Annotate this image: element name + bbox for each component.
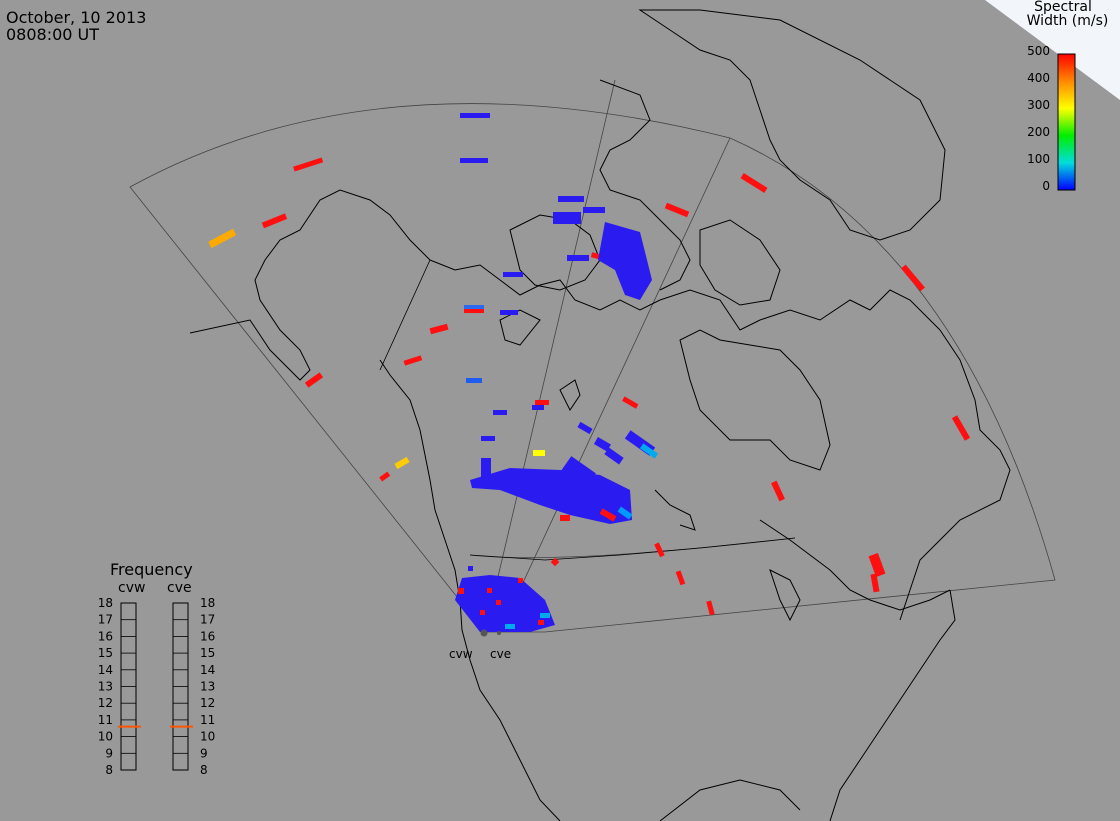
frequency-tick-label: 15 bbox=[98, 646, 113, 660]
map-corner bbox=[985, 0, 1120, 100]
frequency-tick-label: 9 bbox=[105, 746, 113, 760]
frequency-tick-label: 16 bbox=[98, 629, 113, 643]
frequency-tick-label: 11 bbox=[200, 713, 215, 727]
frequency-tick-label: 14 bbox=[200, 663, 215, 677]
frequency-tick-label: 17 bbox=[200, 613, 215, 627]
frequency-tick-label: 15 bbox=[200, 646, 215, 660]
radar-cells bbox=[208, 113, 971, 632]
frequency-tick-label: 16 bbox=[200, 629, 215, 643]
frequency-tick-label: 8 bbox=[105, 763, 113, 777]
colorbar-tick-label: 200 bbox=[1027, 125, 1050, 139]
time-label: 0808:00 UT bbox=[6, 25, 100, 44]
colorbar-tick-label: 300 bbox=[1027, 98, 1050, 112]
frequency-panel: Frequency cvw cve 18 18 17 17 16 16 15 15 14 14 13… bbox=[98, 560, 216, 777]
date-label: October, 10 2013 bbox=[6, 8, 147, 27]
colorbar-tick-label: 0 bbox=[1042, 179, 1050, 193]
frequency-tick-label: 10 bbox=[98, 730, 113, 744]
colorbar-title-line2: Width (m/s) bbox=[1026, 13, 1109, 29]
frequency-tick-label: 10 bbox=[200, 730, 215, 744]
radar-label-cvw: cvw bbox=[449, 647, 473, 661]
frequency-tick-label: 13 bbox=[98, 680, 113, 694]
borders bbox=[379, 259, 796, 561]
frequency-tick-label: 17 bbox=[98, 613, 113, 627]
frequency-radar-cvw: cvw bbox=[118, 580, 145, 596]
frequency-tick-label: 11 bbox=[98, 713, 113, 727]
colorbar-tick-label: 100 bbox=[1027, 152, 1050, 166]
frequency-tick-label: 18 bbox=[200, 596, 215, 610]
radar-site-cve bbox=[497, 631, 501, 635]
field-of-view bbox=[129, 79, 1056, 633]
colorbar-gradient bbox=[1057, 53, 1076, 191]
colorbar-tick-label: 400 bbox=[1027, 71, 1050, 85]
frequency-tick-label: 8 bbox=[200, 763, 208, 777]
frequency-tick-label: 18 bbox=[98, 596, 113, 610]
colorbar: 500 400 300 200 100 0 bbox=[1027, 44, 1076, 193]
radar-sites: cvw cve bbox=[449, 629, 511, 661]
colorbar-title-line1: Spectral bbox=[1034, 0, 1092, 15]
frequency-tick-label: 13 bbox=[200, 680, 215, 694]
frequency-tick-label: 12 bbox=[200, 696, 215, 710]
radar-label-cve: cve bbox=[490, 647, 511, 661]
coastlines bbox=[189, 9, 1011, 821]
frequency-title: Frequency bbox=[110, 560, 193, 579]
frequency-radar-cve: cve bbox=[167, 580, 192, 596]
frequency-tick-label: 12 bbox=[98, 696, 113, 710]
frequency-tick-label: 14 bbox=[98, 663, 113, 677]
radar-site-cvw bbox=[480, 629, 488, 637]
frequency-tick-label: 9 bbox=[200, 746, 208, 760]
colorbar-tick-label: 500 bbox=[1027, 44, 1050, 58]
